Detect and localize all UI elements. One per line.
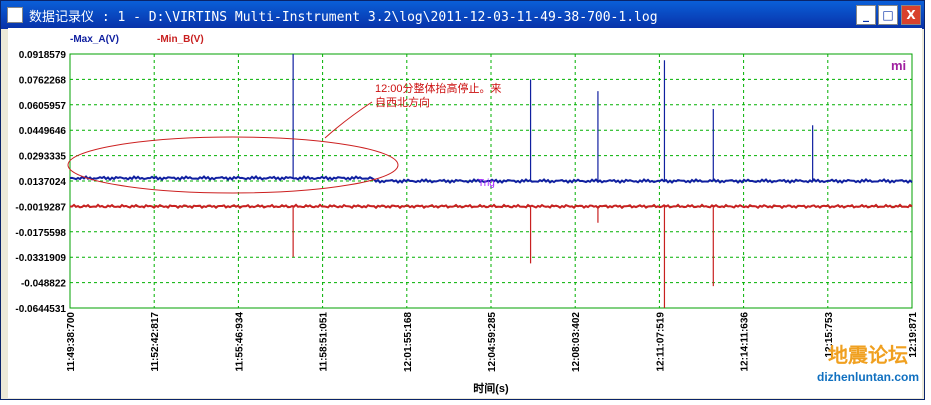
close-button[interactable]: X [901,5,921,25]
annotation-ellipse [67,136,399,194]
x-tick-label: 12:08:03:402 [571,312,582,372]
x-tick-label: 12:15:753 [824,312,835,358]
watermark-url: dizhenluntan.com [817,370,919,384]
annotation-text: 12:00分整体抬高停止。来自西北方向 [375,81,502,109]
series-line-max-a [69,175,913,185]
minimize-button[interactable]: _ [856,5,876,25]
y-tick-label: 0.0293335 [19,152,67,163]
watermark-logo: 地震论坛 [828,343,908,367]
x-axis-title: 时间(s) [473,381,509,395]
title-bar[interactable]: 数据记录仪 : 1 - D:\VIRTINS Multi-Instrument … [1,1,924,29]
y-tick-label: 0.0762268 [19,75,67,86]
y-tick-label: -0.048822 [21,279,66,290]
y-axis-labels: 0.0918579 0.0762268 0.0605957 0.0449646 0.02… [15,50,66,315]
y-tick-label: -0.0331909 [15,253,66,264]
series [69,54,913,308]
x-tick-label: 12:01:55:168 [403,312,414,372]
legend-max-a: -Max_A(V) [70,34,119,45]
x-tick-label: 12:19:871 [908,312,919,358]
y-tick-label: -0.0175598 [15,228,66,239]
x-tick-label: 11:52:42:817 [150,312,161,372]
x-tick-label: 12:04:59:285 [487,312,498,372]
y-tick-label: 0.0605957 [19,101,67,112]
y-tick-label: -0.0644531 [15,304,66,315]
legend-min-b: -Min_B(V) [157,34,204,45]
series-line-min-b [70,203,913,210]
x-tick-label: 11:58:51:051 [319,312,330,372]
window-title: 数据记录仪 : 1 - D:\VIRTINS Multi-Instrument … [29,10,658,25]
x-tick-label: 11:55:46:934 [234,312,245,372]
x-tick-label: 12:14:11:636 [740,312,751,372]
annotation-pointer [324,101,373,139]
y-tick-label: -0.0019287 [15,202,66,213]
app-icon [7,7,23,23]
y-tick-label: 0.0137024 [19,177,67,188]
x-tick-label: 12:11:07:519 [655,312,666,372]
x-axis-labels: 11:49:38:700 11:52:42:817 11:55:46:934 11:5… [66,312,919,372]
trig-marker: Trig [478,178,495,189]
x-tick-label: 11:49:38:700 [66,312,77,372]
maximize-button[interactable]: □ [878,5,898,25]
y-tick-label: 0.0918579 [19,50,67,61]
corner-label: mi [891,58,906,73]
y-tick-label: 0.0449646 [19,126,67,137]
